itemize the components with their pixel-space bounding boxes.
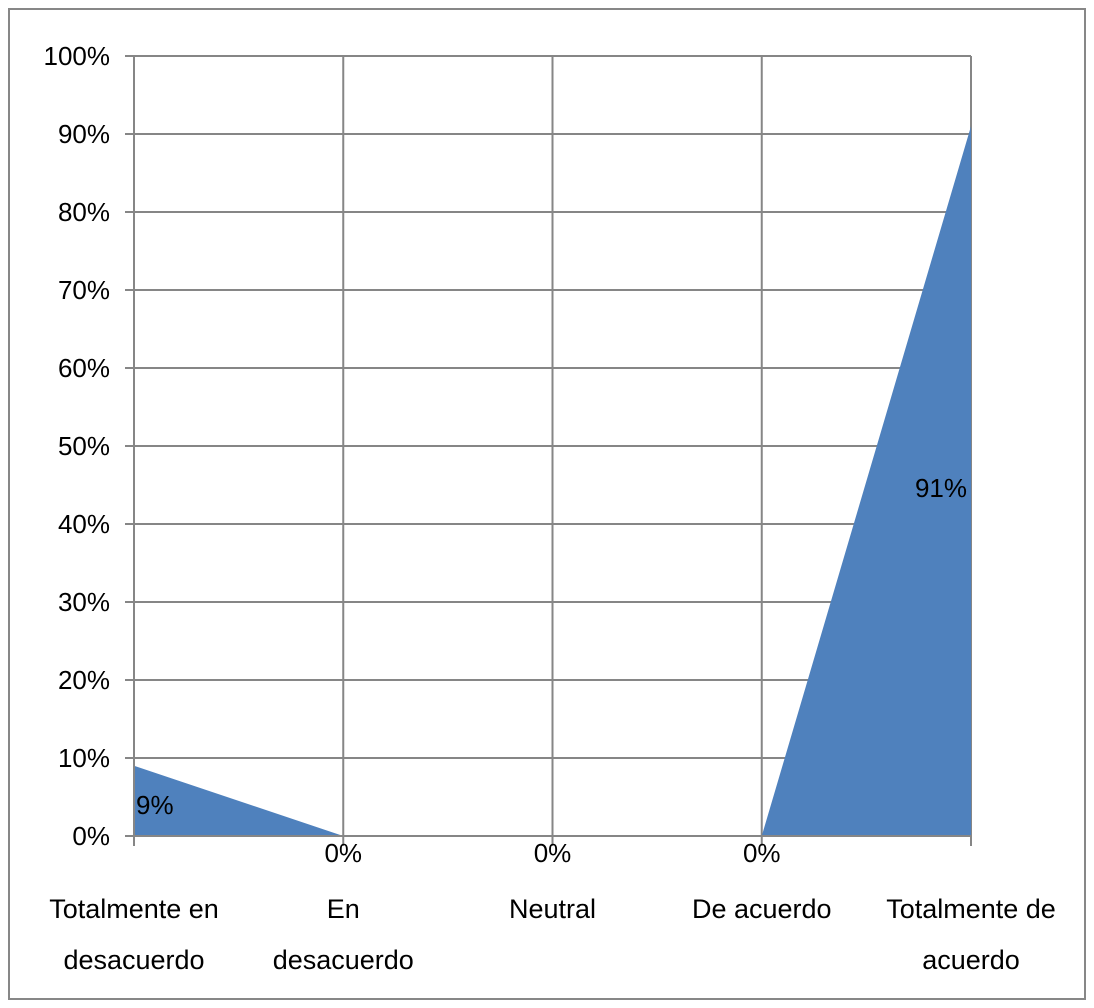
y-tick-label: 0%: [72, 821, 110, 851]
x-category-label: En desacuerdo: [273, 894, 414, 975]
data-label: 0%: [743, 838, 781, 868]
y-tick-label: 70%: [58, 275, 110, 305]
y-tick-label: 90%: [58, 119, 110, 149]
area-fill: [134, 126, 971, 836]
y-tick-label: 50%: [58, 431, 110, 461]
data-label: 0%: [324, 838, 362, 868]
x-category-label: Totalmente de acuerdo: [886, 894, 1056, 975]
axes: [125, 55, 972, 846]
y-tick-label: 20%: [58, 665, 110, 695]
data-label: 9%: [136, 790, 174, 820]
data-label: 91%: [915, 473, 967, 503]
y-tick-label: 100%: [44, 41, 111, 71]
y-tick-label: 40%: [58, 509, 110, 539]
x-category-label: De acuerdo: [692, 894, 832, 924]
data-label: 0%: [534, 838, 572, 868]
y-tick-label: 30%: [58, 587, 110, 617]
y-tick-label: 80%: [58, 197, 110, 227]
area-series: [134, 126, 971, 836]
y-tick-label: 10%: [58, 743, 110, 773]
x-category-label: Neutral: [509, 894, 596, 924]
x-category-label: Totalmente en desacuerdo: [49, 894, 219, 975]
y-tick-label: 60%: [58, 353, 110, 383]
labels: 0% 10% 20% 30% 40% 50% 60% 70% 80% 90% 100% Totalme…: [44, 41, 1056, 975]
